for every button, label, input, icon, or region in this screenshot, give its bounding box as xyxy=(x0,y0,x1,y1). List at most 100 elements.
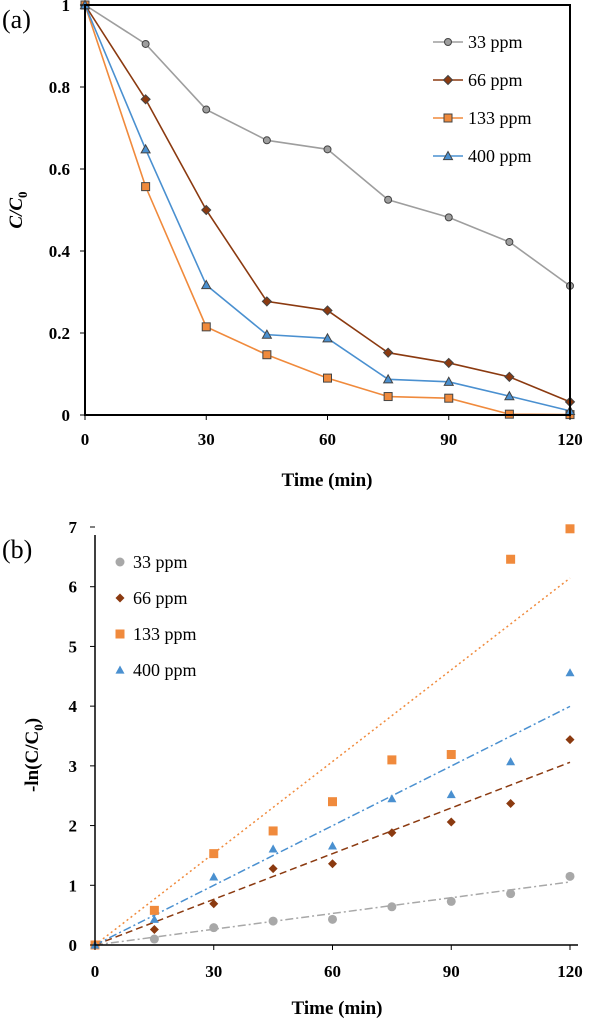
data-point xyxy=(504,390,515,401)
legend-label: 133 ppm xyxy=(133,624,197,644)
chart-a-ticks: 0 30 60 90 120 0 0.2 0.4 0.6 0.8 1 xyxy=(49,0,583,449)
chart-b-ylabel-sub: 0 xyxy=(31,724,46,731)
data-point xyxy=(444,213,453,222)
legend-marker xyxy=(443,113,453,123)
legend-marker xyxy=(115,593,125,603)
data-point xyxy=(328,914,337,924)
chart-b-ytick-label: 7 xyxy=(69,518,78,537)
data-point xyxy=(268,826,278,836)
data-point xyxy=(384,195,393,204)
chart-b-panel-label: (b) xyxy=(2,535,32,564)
data-point xyxy=(565,735,575,745)
chart-a-ytick-label: 0 xyxy=(62,406,71,425)
chart-b-xtick-label: 60 xyxy=(324,962,341,981)
data-point xyxy=(268,844,278,853)
chart-b-xtick-label: 0 xyxy=(91,962,100,981)
chart-b-ytick-label: 6 xyxy=(69,578,78,597)
data-point xyxy=(201,322,211,332)
data-point xyxy=(506,757,516,766)
data-point xyxy=(141,182,151,192)
data-point xyxy=(443,376,455,386)
data-point xyxy=(323,145,332,154)
chart-b-ytick-label: 3 xyxy=(69,757,78,776)
chart-b-xtick-label: 30 xyxy=(205,962,222,981)
legend-marker xyxy=(115,557,125,567)
legend-marker xyxy=(442,150,454,161)
data-point xyxy=(209,899,219,909)
data-point xyxy=(382,347,394,358)
chart-b-ytick-label: 2 xyxy=(69,817,78,836)
data-point xyxy=(140,94,151,105)
data-point xyxy=(387,794,397,803)
chart-b-xlabel: Time (min) xyxy=(292,998,383,1019)
data-point xyxy=(322,332,333,343)
data-point xyxy=(262,136,271,145)
data-point xyxy=(565,668,575,677)
chart-a-ytick-label: 0.4 xyxy=(49,242,71,261)
chart-b-xtick-label: 120 xyxy=(557,962,583,981)
data-point xyxy=(261,329,273,339)
data-point xyxy=(446,817,456,827)
data-point xyxy=(506,889,516,899)
chart-a-legend: 33 ppm 66 ppm 133 ppm 400 ppm xyxy=(433,32,532,166)
legend-marker xyxy=(444,38,452,46)
data-point xyxy=(209,923,219,933)
data-point xyxy=(446,790,456,799)
chart-b-marks xyxy=(90,524,575,950)
data-point xyxy=(209,849,219,859)
legend-marker xyxy=(115,629,125,639)
chart-a-ylabel-main: C/C xyxy=(6,198,27,229)
data-point xyxy=(387,755,397,765)
chart-a-ytick-label: 0.2 xyxy=(49,324,70,343)
data-point xyxy=(201,204,212,216)
chart-b-ylabel-main: -ln(C/C xyxy=(22,731,43,792)
chart-a-ytick-label: 0.6 xyxy=(49,160,70,179)
data-point xyxy=(149,905,159,915)
legend-label: 400 ppm xyxy=(133,660,197,680)
trendline-133-ppm xyxy=(94,577,571,946)
trendline-33-ppm xyxy=(94,881,571,946)
data-point xyxy=(149,934,159,944)
data-point xyxy=(444,393,454,403)
legend-label: 400 ppm xyxy=(468,146,532,166)
data-point xyxy=(382,373,394,384)
chart-a-ytick-label: 1 xyxy=(62,0,71,15)
data-point xyxy=(209,872,219,881)
data-point xyxy=(262,350,272,360)
chart-a-ytick-label: 0.8 xyxy=(49,78,70,97)
chart-a-xtick-label: 120 xyxy=(557,430,583,449)
data-point xyxy=(202,105,211,114)
data-point xyxy=(140,143,151,154)
chart-a-xtick-label: 0 xyxy=(81,430,90,449)
data-point xyxy=(446,896,456,906)
data-point xyxy=(141,39,150,48)
chart-b: (b) 0 30 60 90 120 0 1 2 3 4 5 6 7 Time (min) -ln(C/… xyxy=(2,518,583,1019)
chart-a-xtick-label: 60 xyxy=(319,430,336,449)
chart-a-ylabel: C/C0 xyxy=(6,191,30,228)
data-point xyxy=(443,357,454,369)
chart-a-panel-label: (a) xyxy=(2,5,31,34)
trendline-400-ppm xyxy=(94,705,571,946)
data-point xyxy=(328,797,337,807)
data-point xyxy=(328,859,337,869)
legend-label: 66 ppm xyxy=(133,588,188,608)
chart-b-ylabel: -ln(C/C0) xyxy=(22,718,46,792)
chart-a-xlabel: Time (min) xyxy=(282,470,373,491)
legend-marker xyxy=(442,74,454,86)
chart-b-ytick-label: 4 xyxy=(69,697,78,716)
data-point xyxy=(383,392,393,402)
data-point xyxy=(323,373,332,383)
chart-b-ticks: 0 30 60 90 120 0 1 2 3 4 5 6 7 xyxy=(69,518,583,981)
trendline-66-ppm xyxy=(94,761,571,946)
chart-a-xtick-label: 30 xyxy=(198,430,215,449)
legend-label: 66 ppm xyxy=(468,70,523,90)
data-point xyxy=(387,828,397,838)
series-line-400-ppm xyxy=(84,4,571,412)
chart-a-ylabel-sub: 0 xyxy=(15,191,30,198)
data-point xyxy=(506,554,516,564)
data-point xyxy=(505,237,514,246)
chart-a-marks xyxy=(79,0,576,420)
legend-label: 133 ppm xyxy=(468,108,532,128)
